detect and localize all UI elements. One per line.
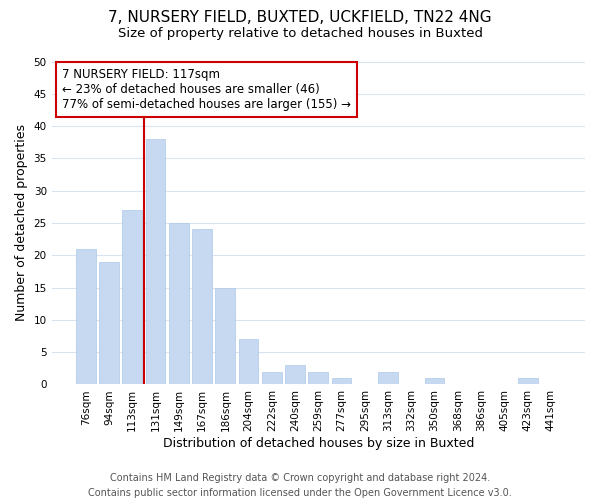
Bar: [76, 249, 95, 384]
Text: 7 NURSERY FIELD: 117sqm
← 23% of detached houses are smaller (46)
77% of semi-de: 7 NURSERY FIELD: 117sqm ← 23% of detache…: [62, 68, 352, 111]
Bar: [262, 372, 282, 384]
Bar: [146, 139, 166, 384]
Text: 7, NURSERY FIELD, BUXTED, UCKFIELD, TN22 4NG: 7, NURSERY FIELD, BUXTED, UCKFIELD, TN22…: [108, 10, 492, 25]
Bar: [308, 372, 328, 384]
Text: Contains HM Land Registry data © Crown copyright and database right 2024.
Contai: Contains HM Land Registry data © Crown c…: [88, 472, 512, 498]
Bar: [99, 262, 119, 384]
Bar: [285, 365, 305, 384]
Bar: [332, 378, 352, 384]
Bar: [425, 378, 445, 384]
Text: Size of property relative to detached houses in Buxted: Size of property relative to detached ho…: [118, 28, 482, 40]
Bar: [169, 223, 188, 384]
Bar: [192, 230, 212, 384]
Bar: [215, 288, 235, 384]
X-axis label: Distribution of detached houses by size in Buxted: Distribution of detached houses by size …: [163, 437, 474, 450]
Y-axis label: Number of detached properties: Number of detached properties: [15, 124, 28, 322]
Bar: [518, 378, 538, 384]
Bar: [239, 339, 259, 384]
Bar: [378, 372, 398, 384]
Bar: [122, 210, 142, 384]
